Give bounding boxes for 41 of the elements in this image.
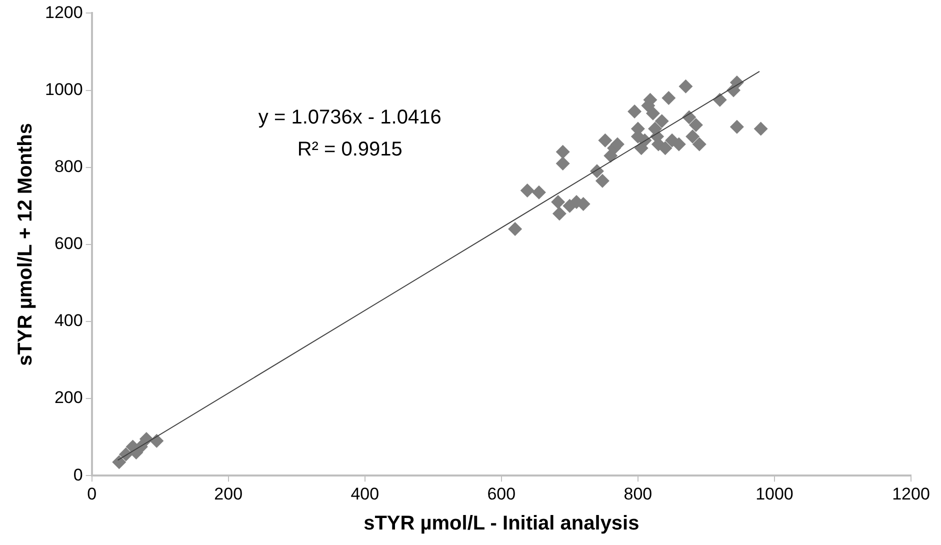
y-axis-title: sTYR µmol/L + 12 Months [14,122,37,366]
x-tick-label: 200 [214,484,243,504]
point [672,137,686,152]
x-tick-label: 1000 [756,484,794,504]
y-tick-label: 400 [54,311,83,330]
point [595,174,610,188]
y-tick-label: 800 [54,157,83,176]
point [754,122,768,136]
x-tick-label: 1200 [892,484,930,504]
point [508,222,522,236]
y-tick-label: 600 [54,234,83,254]
y-tick-label: 200 [54,388,83,408]
point [688,118,703,132]
annotation: y = 1.0736x - 1.0416 [258,106,442,129]
point [112,455,126,470]
point [556,156,570,170]
point [686,130,700,144]
point [658,141,672,156]
point [520,183,534,198]
point [598,133,612,148]
point [628,104,642,118]
annotation: R² = 0.9915 [297,138,402,161]
point [532,185,546,200]
y-tick-label: 1200 [44,2,83,22]
point [654,114,669,128]
x-tick-label: 0 [87,484,97,504]
point [646,106,660,120]
point [662,90,676,105]
point [730,120,744,134]
point [692,137,706,152]
x-axis-title: sTYR µmol/L - Initial analysis [364,512,640,535]
x-tick-label: 400 [350,484,380,504]
point [551,195,566,210]
x-tick-label: 800 [624,484,652,504]
point [552,206,566,221]
x-tick-label: 600 [487,484,516,504]
y-tick-label: 0 [73,465,83,484]
point [712,92,727,107]
y-tick-label: 1000 [44,80,83,99]
point [556,144,570,159]
point [678,79,693,94]
